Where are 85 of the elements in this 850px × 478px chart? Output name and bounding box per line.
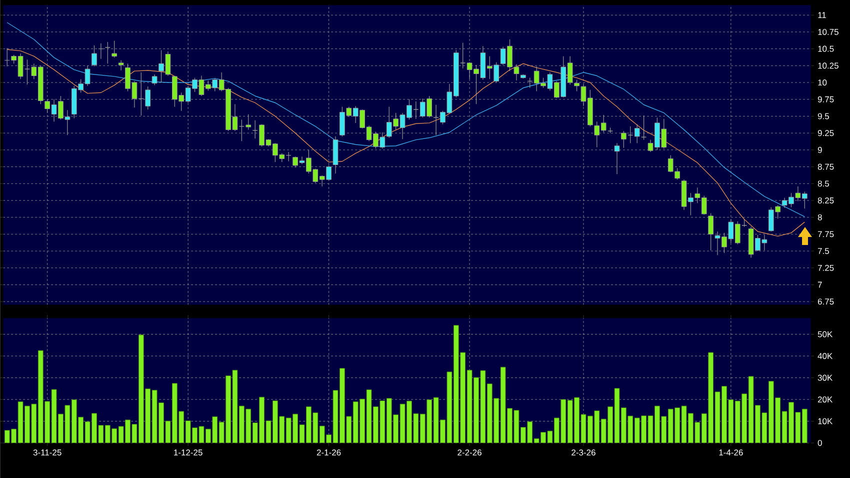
bar: [654, 406, 660, 443]
y-tick-label: 10: [818, 80, 827, 86]
y-tick-label: 7.25: [818, 264, 834, 271]
y-tick-label: 8: [818, 214, 822, 220]
bar: [453, 325, 459, 443]
bar: [620, 408, 626, 443]
y-tick-label: 6.75: [818, 298, 834, 305]
bar: [178, 411, 184, 443]
y-tick-label: 30K: [818, 374, 833, 381]
bar: [44, 401, 50, 443]
bar: [125, 420, 130, 443]
y-tick-label: 7: [818, 282, 822, 288]
bar: [608, 406, 613, 443]
bar: [742, 394, 748, 443]
bar: [373, 406, 378, 443]
bar: [775, 398, 781, 443]
bar: [474, 377, 479, 443]
y-tick-label: 8.25: [818, 198, 834, 204]
bar: [486, 384, 492, 443]
bar: [507, 408, 512, 443]
y-tick-label: 11: [818, 12, 826, 18]
candlestick: [104, 42, 110, 64]
y-tick-label: 7.75: [818, 231, 834, 238]
bar: [340, 368, 345, 443]
candlestick: [112, 40, 118, 58]
bar: [768, 380, 774, 443]
bar: [641, 416, 646, 443]
bar: [24, 406, 30, 443]
x-tick-label: 2-2-26: [458, 450, 482, 456]
bar: [708, 352, 714, 443]
line-series: [6, 49, 805, 237]
bar: [674, 408, 680, 443]
bar: [574, 397, 580, 443]
x-tick-label: 2-3-26: [572, 450, 596, 456]
candlestick: [92, 45, 97, 67]
bar: [426, 399, 432, 443]
y-tick-label: 10.25: [818, 62, 838, 69]
y-tick-label: 20K: [818, 396, 833, 403]
bar: [734, 400, 740, 443]
y-tick-label: 10K: [818, 418, 833, 424]
y-tick-label: 9.5: [818, 113, 830, 120]
bar: [71, 399, 77, 443]
bar: [158, 402, 164, 443]
candlestick: [708, 213, 714, 251]
bar: [722, 386, 727, 443]
candlestick: [152, 74, 158, 86]
y-tick-label: 10.5: [818, 46, 834, 52]
y-tick-label: 7.5: [818, 248, 830, 254]
y-tick-label: 8.5: [818, 180, 830, 187]
bar: [460, 352, 466, 443]
x-tick-label: 3-11-25: [33, 450, 62, 456]
y-tick-label: 8.75: [818, 164, 834, 170]
bar: [238, 406, 244, 443]
bar: [259, 396, 264, 443]
bar: [360, 398, 366, 443]
bar: [138, 334, 144, 443]
candlestick: [574, 80, 580, 92]
bar: [172, 383, 178, 443]
bar: [406, 400, 412, 443]
candlestick: [98, 43, 104, 60]
y-tick-label: 40K: [818, 353, 833, 360]
bar: [788, 402, 794, 443]
y-tick-label: 50K: [818, 331, 833, 338]
y-tick-label: 10.75: [818, 28, 838, 35]
bar: [688, 413, 694, 443]
y-tick-label: 9: [818, 146, 822, 153]
bar: [440, 420, 446, 443]
bar: [306, 406, 312, 443]
candlestick: [118, 60, 124, 71]
x-tick-label: 1-4-26: [719, 450, 743, 456]
candlestick: [614, 142, 620, 175]
bar: [145, 388, 151, 443]
y-tick-label: 9.75: [818, 96, 834, 102]
bar: [755, 405, 760, 443]
bar: [494, 398, 500, 443]
y-tick-label: 9.25: [818, 130, 834, 136]
bar: [272, 400, 278, 443]
y-tick-label: 0: [818, 440, 822, 446]
bar: [38, 350, 44, 443]
bar: [386, 398, 392, 443]
x-tick-label: 2-1-26: [316, 450, 341, 456]
candlestick: [641, 115, 646, 140]
bar: [92, 413, 97, 443]
x-tick-label: 1-12-25: [174, 450, 202, 456]
bar: [226, 376, 231, 443]
